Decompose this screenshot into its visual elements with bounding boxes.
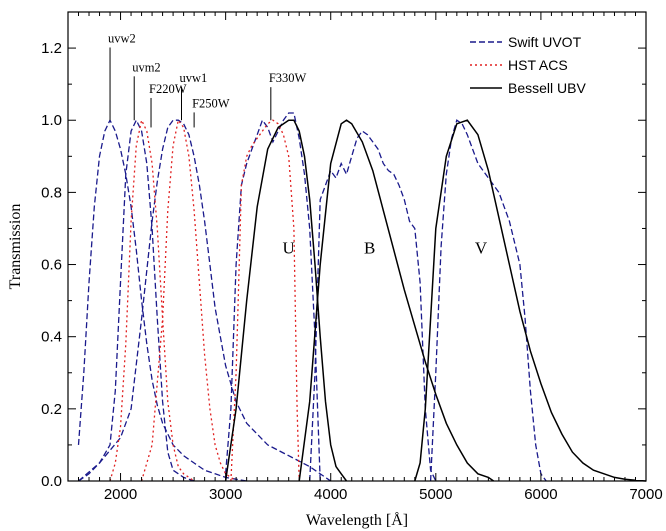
band-label-b: B bbox=[364, 239, 375, 258]
x-tick-label: 5000 bbox=[419, 486, 452, 503]
curve-hst-acs-f250w bbox=[140, 118, 237, 482]
curve-bessell-ubv-u bbox=[224, 119, 348, 482]
curve-swift-uvot-uvm2 bbox=[78, 118, 195, 482]
y-tick-label: 0.6 bbox=[41, 257, 62, 274]
band-label-v: V bbox=[475, 239, 488, 258]
x-tick-label: 3000 bbox=[209, 486, 242, 503]
curve-hst-acs-f330w bbox=[230, 119, 300, 482]
y-tick-label: 0.2 bbox=[41, 401, 62, 418]
band-label-u: U bbox=[283, 239, 295, 258]
y-tick-label: 0.0 bbox=[41, 473, 62, 490]
legend: Swift UVOT HST ACS Bessell UBV bbox=[470, 34, 586, 96]
curve-swift-uvot-uvw2 bbox=[77, 118, 247, 482]
y-axis-title: Transmission bbox=[7, 204, 24, 290]
annotation-uvw1: uvw1 bbox=[179, 71, 207, 85]
annotation-f250w: F250W bbox=[192, 96, 230, 110]
x-axis-title: Wavelength [Å] bbox=[306, 511, 408, 529]
x-tick-label: 7000 bbox=[629, 486, 662, 503]
curve-bessell-ubv-b bbox=[298, 119, 495, 482]
x-tick-label: 2000 bbox=[104, 486, 137, 503]
curves-layer bbox=[77, 112, 647, 482]
x-tick-label: 4000 bbox=[314, 486, 347, 503]
y-tick-label: 0.4 bbox=[41, 329, 62, 346]
plot-frame bbox=[67, 11, 647, 482]
legend-label-hst-acs: HST ACS bbox=[508, 57, 568, 73]
y-tick-label: 0.8 bbox=[41, 184, 62, 201]
axis-ticks: 2000 3000 4000 5000 6000 7000 0.0 0.2 0.4 0.6 0.8 1… bbox=[41, 11, 663, 503]
legend-label-swift-uvot: Swift UVOT bbox=[508, 34, 582, 50]
annotation-uvw2: uvw2 bbox=[108, 31, 136, 45]
curve-hst-acs-f220w bbox=[109, 118, 195, 482]
curve-swift-uvot-v bbox=[429, 119, 547, 482]
curve-swift-uvot-b bbox=[309, 130, 437, 482]
x-tick-label: 6000 bbox=[524, 486, 557, 503]
annotation-uvm2: uvm2 bbox=[132, 60, 160, 74]
y-tick-label: 1.0 bbox=[41, 112, 62, 129]
y-tick-label: 1.2 bbox=[41, 40, 62, 57]
curve-bessell-ubv-v bbox=[414, 119, 647, 482]
annotation-f220w: F220W bbox=[149, 82, 187, 96]
curve-swift-uvot-uvw1 bbox=[78, 119, 332, 482]
legend-label-bessell-ubv: Bessell UBV bbox=[508, 80, 586, 96]
annotation-f330w: F330W bbox=[269, 71, 307, 85]
